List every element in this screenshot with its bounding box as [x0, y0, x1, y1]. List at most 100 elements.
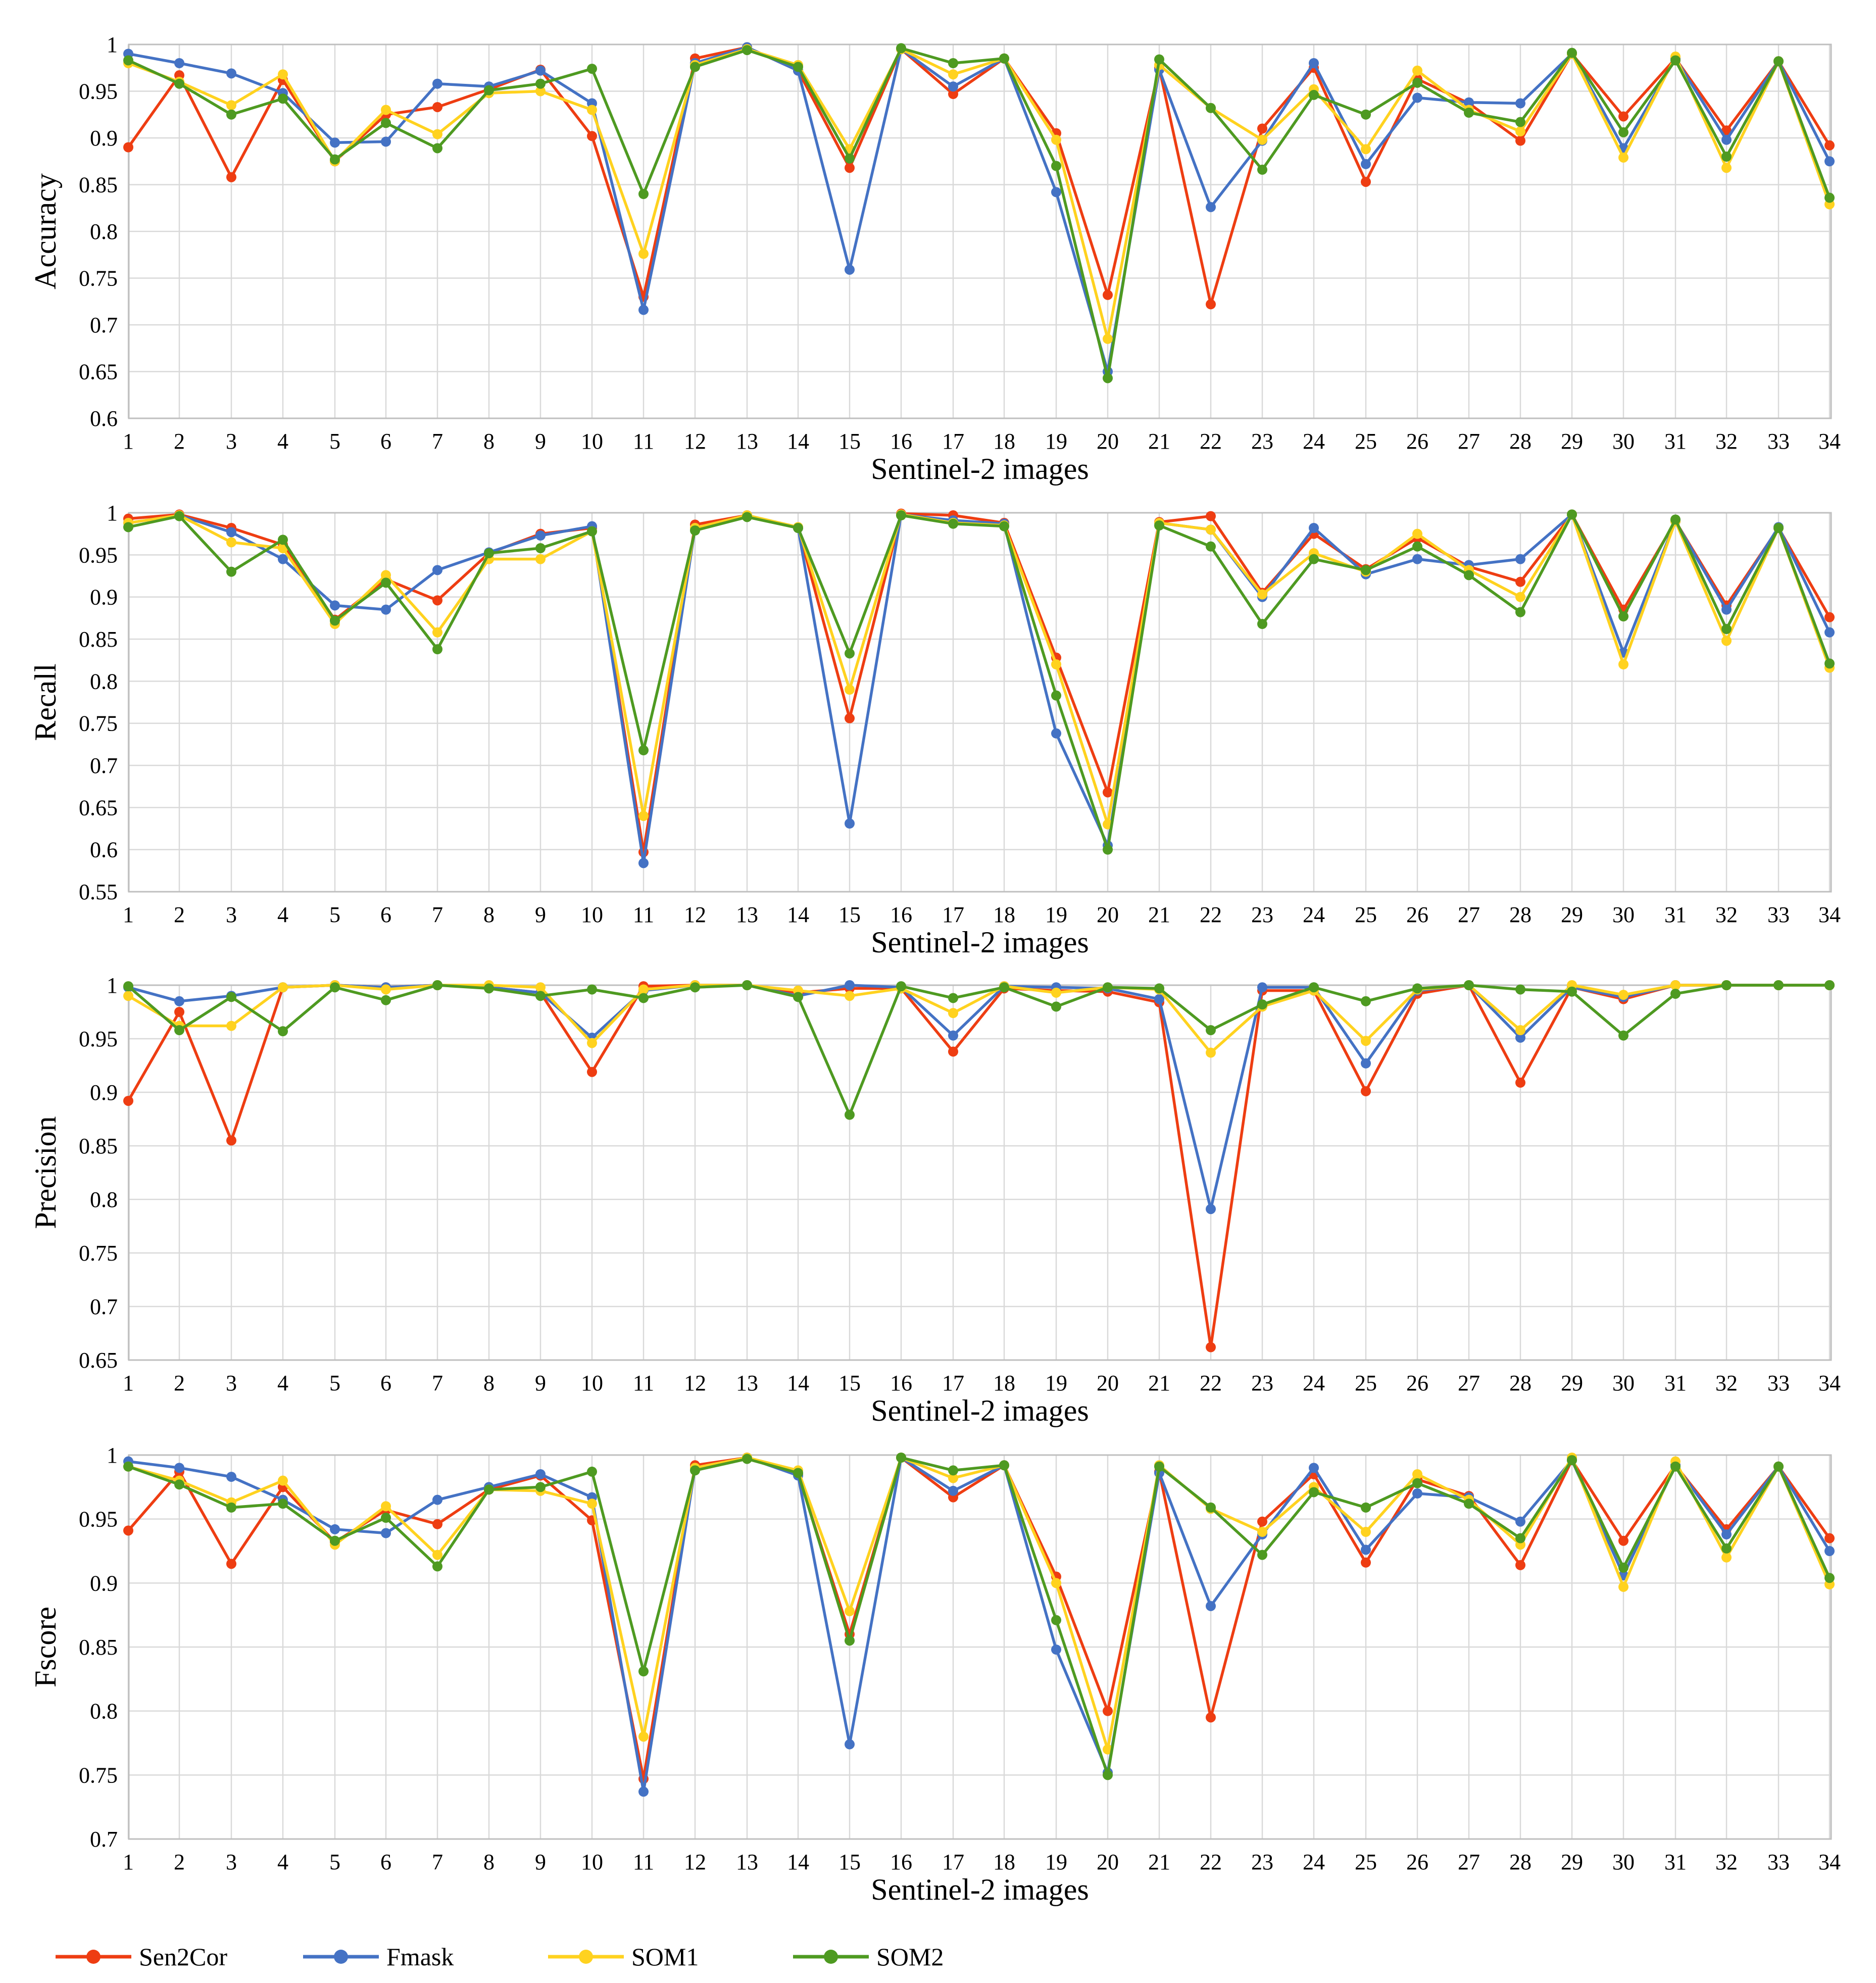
data-point-som2 [432, 1561, 442, 1572]
x-tick-label: 29 [1561, 429, 1583, 454]
x-tick-label: 26 [1406, 1371, 1428, 1395]
data-point-som1 [948, 69, 958, 80]
x-tick-label: 7 [432, 902, 443, 927]
x-tick-label: 27 [1458, 902, 1480, 927]
x-tick-label: 25 [1355, 429, 1377, 454]
data-point-fmask [174, 1463, 184, 1473]
y-tick-label: 0.9 [90, 585, 118, 610]
x-tick-label: 21 [1148, 902, 1170, 927]
x-tick-label: 13 [736, 1371, 758, 1395]
data-point-som2 [742, 980, 752, 990]
data-point-som1 [638, 984, 649, 995]
data-point-fmask [948, 1485, 958, 1496]
y-tick-label: 0.8 [90, 1187, 118, 1212]
data-point-sen2cor [1361, 176, 1371, 187]
x-tick-label: 23 [1251, 902, 1273, 927]
x-axis-title: Sentinel-2 images [871, 1394, 1089, 1427]
x-tick-label: 31 [1664, 429, 1687, 454]
data-point-som2 [1515, 117, 1525, 127]
y-tick-label: 0.9 [90, 126, 118, 151]
x-tick-label: 10 [581, 1850, 603, 1874]
data-point-som2 [896, 981, 906, 992]
series-line-fmask [128, 1456, 1831, 1794]
data-point-sen2cor [226, 172, 236, 182]
data-point-fmask [1721, 1529, 1732, 1540]
data-point-sen2cor [587, 131, 597, 141]
data-point-som2 [1464, 570, 1474, 581]
data-point-som2 [1515, 607, 1525, 617]
x-tick-label: 25 [1355, 1850, 1377, 1874]
data-point-som2 [1103, 373, 1113, 383]
x-tick-label: 1 [123, 429, 134, 454]
y-tick-label: 0.95 [79, 543, 118, 567]
x-tick-label: 12 [684, 1850, 706, 1874]
data-point-sen2cor [1618, 1535, 1628, 1546]
y-tick-label: 0.8 [90, 219, 118, 244]
x-tick-label: 3 [226, 1371, 237, 1395]
x-tick-label: 5 [329, 1371, 340, 1395]
data-point-som2 [1773, 56, 1784, 67]
series-som2 [123, 509, 1835, 855]
y-axis-title: Recall [29, 663, 62, 741]
x-tick-label: 29 [1561, 1850, 1583, 1874]
series-line-som1 [127, 984, 1830, 1054]
x-tick-label: 33 [1767, 1850, 1790, 1874]
data-point-som2 [793, 62, 803, 72]
plot-area [128, 43, 1832, 419]
x-tick-label: 13 [736, 902, 758, 927]
data-point-som2 [432, 143, 442, 154]
data-point-som2 [381, 995, 391, 1005]
y-tick-label: 0.7 [90, 313, 118, 337]
x-axis-title: Sentinel-2 images [871, 926, 1089, 959]
x-tick-label: 32 [1715, 1850, 1738, 1874]
data-point-som1 [1361, 144, 1371, 155]
data-point-som2 [381, 1513, 391, 1523]
data-point-som1 [1257, 589, 1267, 600]
data-point-fmask [1721, 134, 1732, 145]
data-point-som2 [896, 1453, 906, 1463]
data-point-som2 [484, 1484, 494, 1495]
data-point-som2 [638, 189, 649, 199]
x-tick-label: 24 [1303, 1850, 1325, 1874]
data-point-som2 [123, 522, 133, 533]
data-point-sen2cor [1515, 1560, 1525, 1570]
data-point-sen2cor [1103, 289, 1113, 300]
x-tick-label: 30 [1612, 429, 1635, 454]
data-point-som2 [1051, 1615, 1061, 1625]
x-tick-label: 5 [329, 1850, 340, 1874]
data-point-som2 [1051, 1001, 1061, 1012]
data-point-som2 [1670, 988, 1681, 999]
data-point-fmask [432, 1494, 442, 1505]
x-tick-label: 20 [1097, 429, 1119, 454]
y-tick-label: 0.9 [90, 1080, 118, 1105]
data-point-som1 [638, 811, 649, 821]
series-line-som1 [128, 513, 1831, 826]
data-point-som2 [1618, 611, 1628, 621]
x-tick-label: 31 [1664, 1371, 1687, 1395]
data-point-som1 [1618, 1581, 1628, 1592]
data-point-som1 [587, 1038, 597, 1048]
x-tick-label: 30 [1612, 902, 1635, 927]
data-point-fmask [1412, 92, 1422, 103]
data-point-fmask [1515, 554, 1525, 564]
data-point-som2 [278, 1026, 288, 1037]
data-point-som2 [1309, 982, 1319, 993]
plot-area [128, 1454, 1832, 1840]
x-tick-label: 32 [1715, 1371, 1738, 1395]
legend-marker [334, 1950, 348, 1964]
x-tick-label: 29 [1561, 1371, 1583, 1395]
data-point-som2 [1309, 1487, 1319, 1497]
data-point-som2 [432, 644, 442, 654]
y-tick-label: 0.65 [79, 1348, 118, 1373]
data-point-fmask [1721, 604, 1732, 615]
y-tick-label: 0.55 [79, 880, 118, 904]
x-tick-label: 22 [1200, 1371, 1222, 1395]
x-tick-label: 4 [277, 902, 288, 927]
data-point-som1 [1361, 1036, 1371, 1046]
y-tick-label: 0.65 [79, 360, 118, 384]
data-point-som2 [226, 109, 236, 120]
data-point-fmask [1464, 97, 1474, 108]
x-tick-label: 19 [1045, 1371, 1067, 1395]
x-tick-label: 1 [123, 1850, 134, 1874]
